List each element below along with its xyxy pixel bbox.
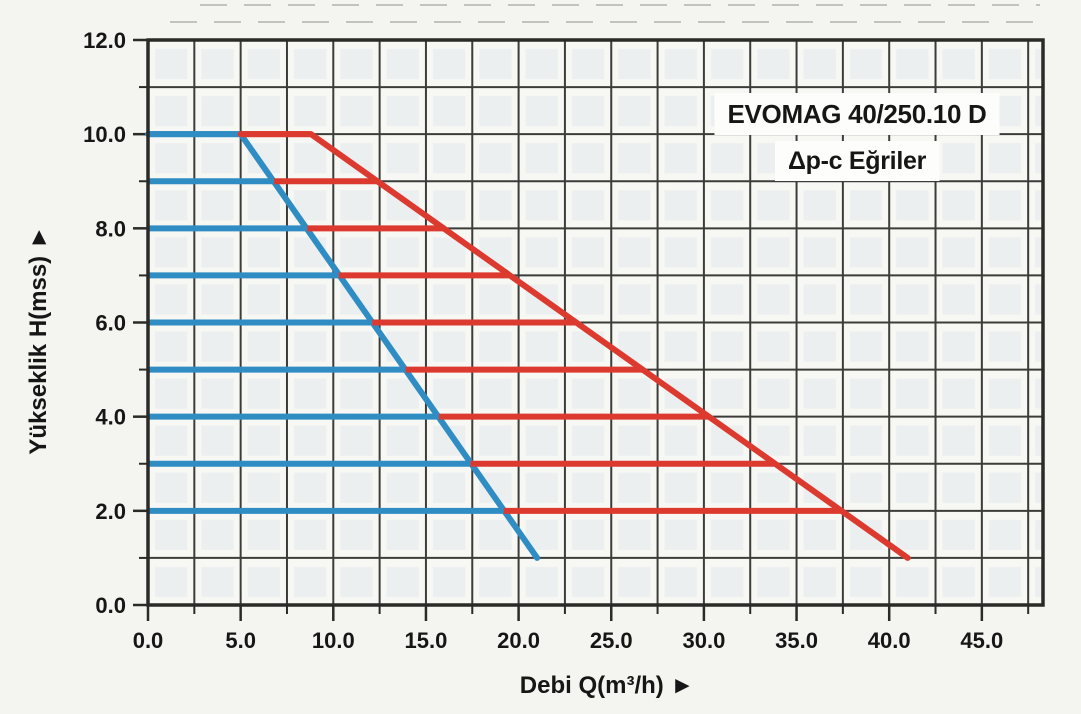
scan-artifact-lines: [170, 4, 1042, 23]
x-tick-label: 5.0: [225, 628, 256, 653]
y-tick-label: 0.0: [95, 593, 126, 618]
chart-subtitle-box: [774, 141, 940, 181]
x-tick-label: 15.0: [405, 628, 448, 653]
y-tick-label: 8.0: [95, 216, 126, 241]
x-tick-label: 45.0: [960, 628, 1003, 653]
y-tick-labels: 0.0 2.0 4.0 6.0 8.0 10.0 12.0: [83, 28, 126, 618]
max-flow-envelope: [237, 131, 911, 561]
x-tick-label: 35.0: [775, 628, 818, 653]
y-axis-label: Yükseklik H(mss) ►: [25, 225, 52, 454]
chart-title: EVOMAG 40/250.10 D: [727, 99, 986, 129]
y-tick-label: 12.0: [83, 28, 126, 53]
y-tick-label: 2.0: [95, 499, 126, 524]
x-tick-label: 40.0: [868, 628, 911, 653]
x-tick-labels: 0.0 5.0 10.0 15.0 20.0 25.0 30.0 35.0 40.0 45.0: [133, 628, 1004, 653]
y-tick-label: 6.0: [95, 311, 126, 336]
y-tick-label: 4.0: [95, 405, 126, 430]
x-axis-label: Debi Q(m³/h) ►: [520, 672, 694, 699]
chart-title-box: [714, 93, 1000, 135]
y-tick-label: 10.0: [83, 122, 126, 147]
x-tick-label: 10.0: [312, 628, 355, 653]
red-setting-curves: [237, 131, 911, 561]
x-tick-label: 0.0: [133, 628, 164, 653]
chart-subtitle: Δp-c Eğriler: [788, 147, 927, 175]
plot-frame: [146, 38, 1045, 607]
x-tick-label: 25.0: [590, 628, 633, 653]
x-tick-label: 20.0: [497, 628, 540, 653]
x-tick-label: 30.0: [682, 628, 725, 653]
